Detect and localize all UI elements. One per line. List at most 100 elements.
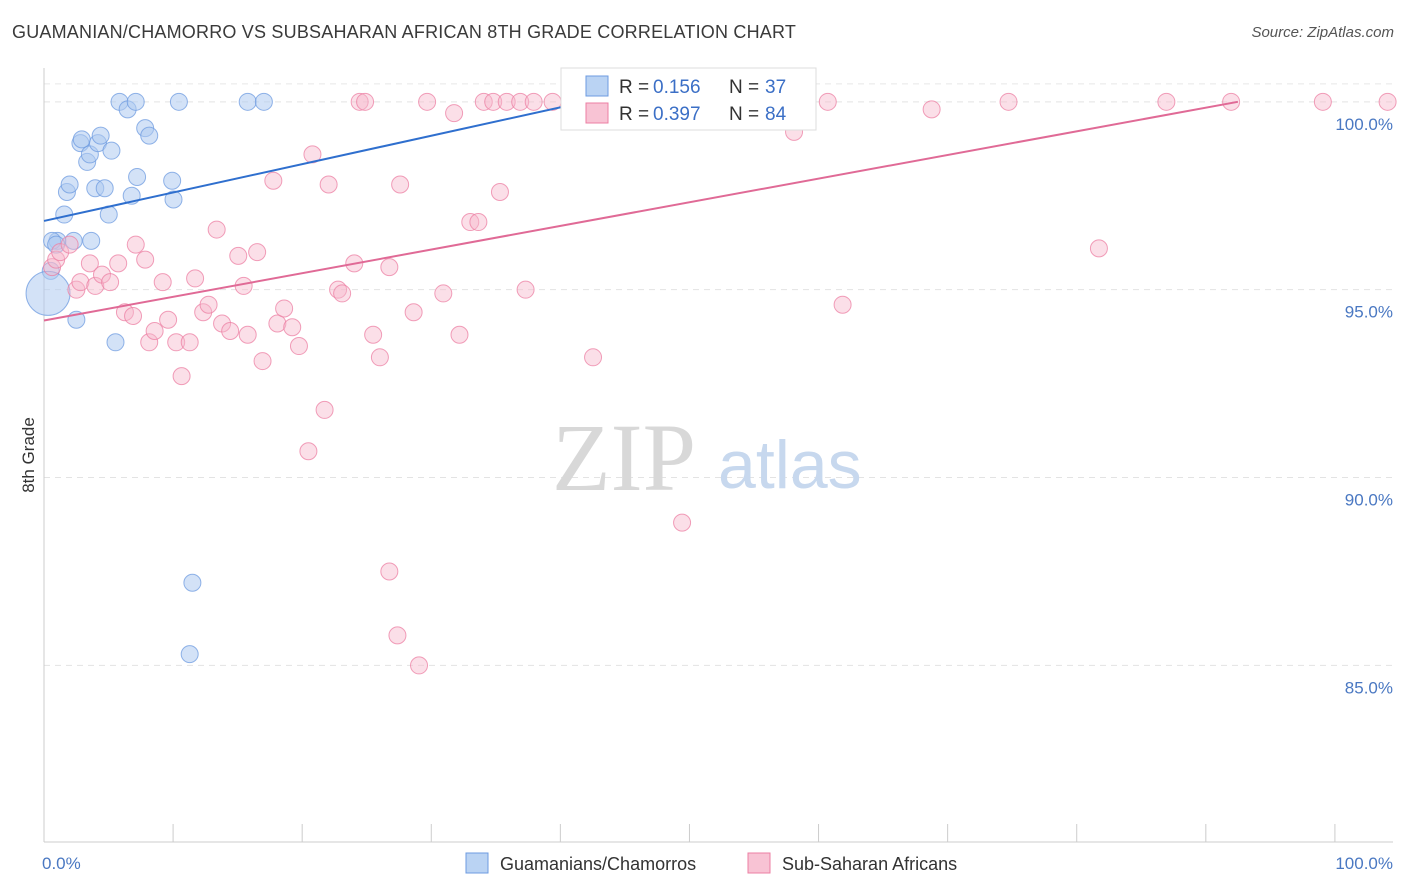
stats-r-value-guamanian: 0.156	[653, 77, 701, 98]
point-1-61	[474, 92, 493, 111]
y-axis-label: 8th Grade	[19, 417, 38, 493]
point-1-27	[221, 322, 240, 341]
point-1-56	[434, 284, 453, 303]
point-1-22	[186, 269, 205, 288]
point-1-63	[490, 182, 509, 201]
point-1-25	[207, 220, 226, 239]
point-1-21	[180, 333, 199, 352]
point-1-36	[283, 318, 302, 337]
chart-title: GUAMANIAN/CHAMORRO VS SUBSAHARAN AFRICAN…	[12, 22, 797, 42]
gridlines	[44, 83, 1393, 666]
point-0-25	[163, 171, 182, 190]
point-1-76	[833, 295, 852, 314]
point-1-83	[1378, 92, 1397, 111]
stats-n-key-subsaharan: N =	[729, 104, 759, 125]
x-tick-label-right: 100.0%	[1335, 854, 1393, 873]
x-tick-label-left: 0.0%	[42, 854, 81, 873]
point-0-29	[183, 573, 202, 592]
y-tick-label-2: 90.0%	[1345, 491, 1393, 510]
point-0-35	[25, 270, 71, 316]
point-1-81	[1222, 92, 1241, 111]
point-0-21	[126, 92, 145, 111]
point-1-18	[159, 310, 178, 329]
point-1-78	[999, 92, 1018, 111]
point-1-15	[140, 333, 159, 352]
point-1-80	[1157, 92, 1176, 111]
series-legend: Guamanians/Chamorros Sub-Saharan African…	[465, 852, 957, 874]
point-1-46	[356, 92, 375, 111]
trend-line-1	[43, 100, 1239, 322]
point-0-14	[95, 179, 114, 198]
point-1-12	[124, 306, 143, 325]
point-0-27	[169, 92, 188, 111]
point-1-19	[167, 333, 186, 352]
point-1-79	[1089, 239, 1108, 258]
point-1-28	[229, 246, 248, 265]
point-1-38	[299, 442, 318, 461]
point-1-62	[484, 92, 503, 111]
point-1-16	[145, 322, 164, 341]
point-1-69	[584, 348, 603, 367]
point-1-60	[469, 213, 488, 232]
point-1-51	[388, 626, 407, 645]
legend-swatch-guamanian	[465, 852, 489, 874]
watermark-zip: ZIP	[552, 404, 696, 511]
point-1-31	[248, 243, 267, 262]
point-1-45	[350, 92, 369, 111]
point-0-3	[60, 175, 79, 194]
point-1-82	[1313, 92, 1332, 111]
point-1-30	[238, 325, 257, 344]
point-1-35	[275, 299, 294, 318]
point-1-3	[60, 235, 79, 254]
point-1-71	[673, 513, 692, 532]
stats-swatch-guamanian	[585, 75, 609, 97]
point-1-2	[51, 243, 70, 262]
point-0-24	[140, 126, 159, 145]
point-0-10	[82, 231, 101, 250]
y-tick-label-1: 95.0%	[1345, 303, 1393, 322]
point-1-34	[268, 314, 287, 333]
stats-r-value-subsaharan: 0.397	[653, 104, 701, 125]
point-0-30	[238, 92, 257, 111]
point-1-20	[172, 367, 191, 386]
point-0-16	[102, 141, 121, 160]
stats-legend: R = 0.156 N = 37 R = 0.397 N = 84	[560, 67, 817, 131]
point-1-32	[253, 352, 272, 371]
point-0-26	[164, 190, 183, 209]
stats-swatch-subsaharan	[585, 102, 609, 124]
point-1-55	[418, 92, 437, 111]
point-1-6	[80, 254, 99, 273]
point-1-77	[922, 100, 941, 119]
point-1-10	[109, 254, 128, 273]
point-1-57	[445, 104, 464, 123]
point-0-28	[180, 645, 199, 664]
point-1-24	[199, 295, 218, 314]
point-1-13	[126, 235, 145, 254]
point-0-13	[91, 126, 110, 145]
point-1-9	[101, 273, 120, 292]
watermark-atlas: atlas	[718, 427, 862, 503]
stats-r-key-guamanian: R =	[619, 77, 649, 98]
point-1-64	[497, 92, 516, 111]
series-1-points	[43, 92, 1397, 675]
point-1-17	[153, 273, 172, 292]
stats-n-value-subsaharan: 84	[765, 104, 787, 125]
point-1-43	[333, 284, 352, 303]
point-1-14	[136, 250, 155, 269]
chart-source: Source: ZipAtlas.com	[1251, 24, 1394, 41]
point-1-54	[410, 656, 429, 675]
point-1-47	[364, 325, 383, 344]
point-1-66	[516, 280, 535, 299]
legend-swatch-subsaharan	[747, 852, 771, 874]
point-1-41	[319, 175, 338, 194]
watermark: ZIP atlas	[552, 404, 862, 511]
point-1-53	[404, 303, 423, 322]
stats-n-value-guamanian: 37	[765, 77, 786, 98]
legend-label-guamanian: Guamanians/Chamorros	[500, 854, 696, 874]
stats-n-key-guamanian: N =	[729, 77, 759, 98]
legend-label-subsaharan: Sub-Saharan Africans	[782, 854, 957, 874]
point-1-75	[818, 92, 837, 111]
y-tick-label-3: 85.0%	[1345, 678, 1393, 697]
point-1-37	[289, 337, 308, 356]
